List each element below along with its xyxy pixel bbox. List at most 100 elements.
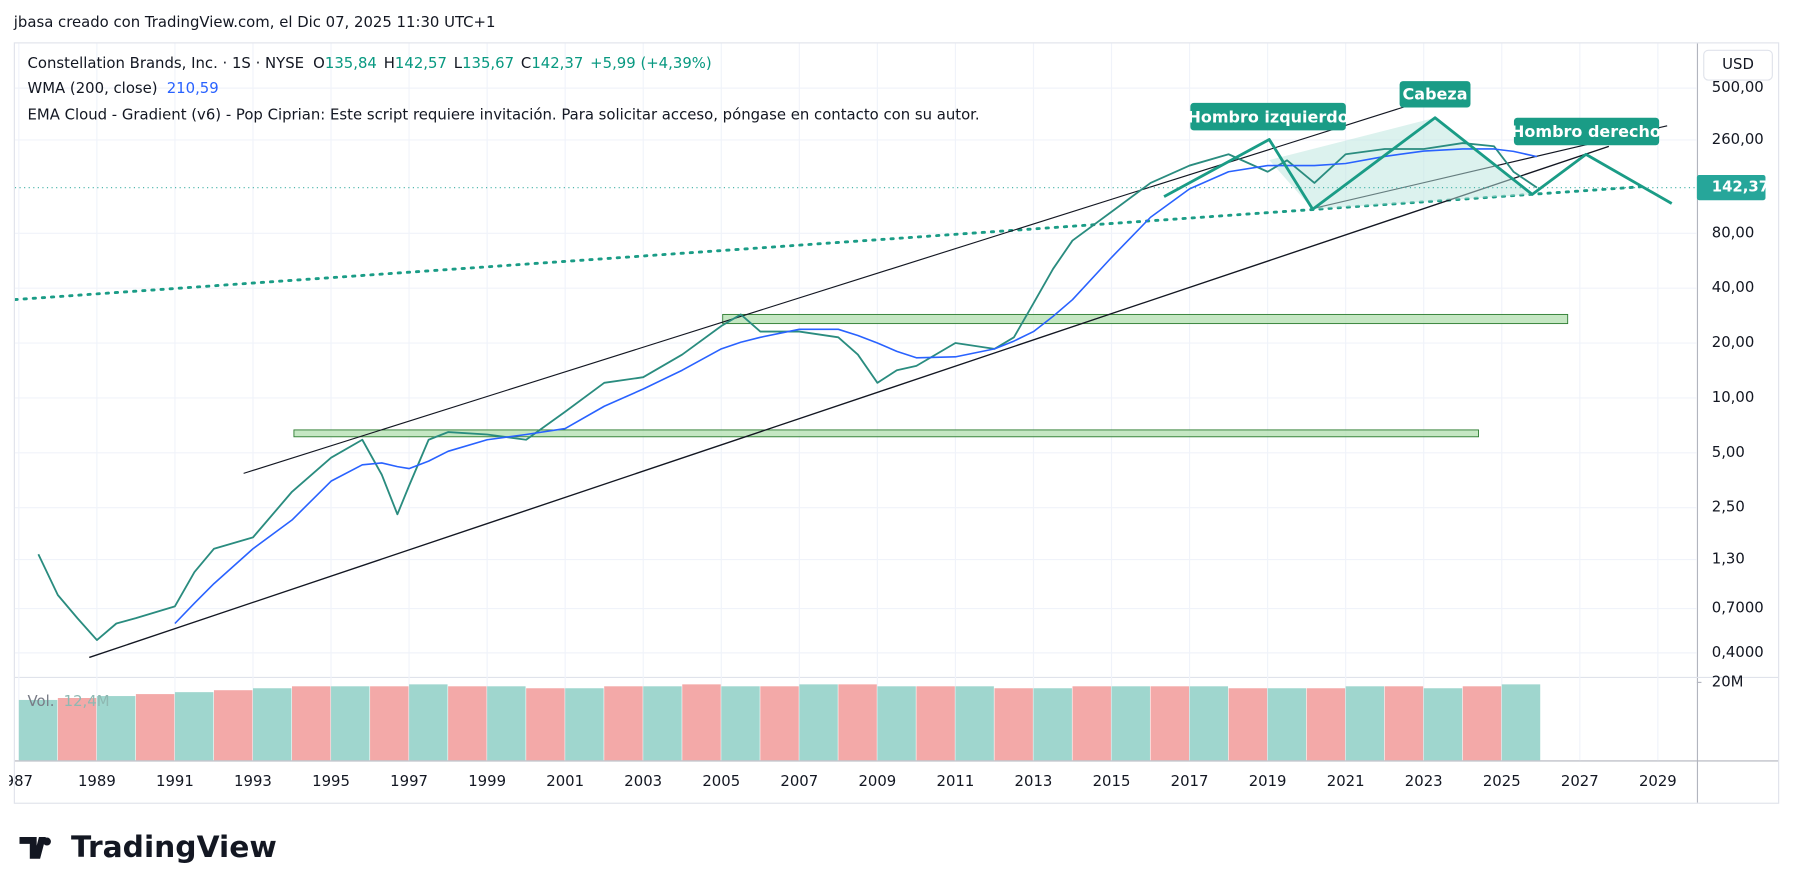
y-tick-label: 20,00 — [1712, 333, 1755, 351]
y-tick-label: 80,00 — [1712, 223, 1755, 241]
zone-rectangle — [293, 429, 1479, 438]
support-line — [14, 184, 1649, 302]
volume-bar — [994, 688, 1033, 761]
x-tick-label: 2023 — [1405, 772, 1443, 790]
volume-bar — [448, 686, 487, 761]
last-price-label: 142,37 — [1712, 178, 1769, 196]
x-tick-label: 2005 — [702, 772, 740, 790]
volume-bar — [1033, 688, 1072, 761]
volume-bar — [760, 686, 799, 761]
currency: USD — [1722, 55, 1754, 73]
volume-bar — [1150, 686, 1189, 761]
credit: jbasa creado con TradingView.com, el Dic… — [13, 13, 496, 31]
volume-label: Vol. — [28, 692, 55, 710]
y-tick-label: 0,7000 — [1712, 599, 1764, 617]
volume-bar — [213, 690, 253, 761]
indicator-value: 210,59 — [167, 79, 219, 97]
low-label: L — [454, 54, 463, 72]
annotation-box — [1513, 117, 1660, 146]
legend-row: Constellation Brands, Inc. · 1S · NYSE O1… — [28, 54, 712, 72]
change: +5,99 (+4,39%) — [590, 54, 712, 72]
logo-icon — [19, 836, 46, 859]
volume-bar — [1267, 688, 1307, 761]
volume-bar — [565, 688, 604, 761]
y-tick-label: 260,00 — [1712, 130, 1764, 148]
volume-bar — [877, 686, 916, 761]
x-tick-label: 1993 — [234, 772, 272, 790]
volume-bar — [1501, 684, 1541, 761]
volume-bar — [955, 686, 994, 761]
head-shoulders-line — [1163, 116, 1673, 211]
volume-bar — [1072, 686, 1111, 761]
volume-pane — [18, 684, 1541, 761]
y-tick-label: 2,50 — [1712, 498, 1745, 516]
volume-bar — [96, 696, 136, 761]
indicator-note: EMA Cloud - Gradient (v6) - Pop Ciprian:… — [28, 105, 980, 123]
volume-bar — [799, 684, 838, 761]
x-tick-label: 987 — [5, 772, 33, 790]
volume-bar — [18, 699, 58, 761]
pattern: Hombro izquierdo Cabeza Hombro derecho — [1163, 81, 1673, 211]
volume-bar — [409, 684, 448, 761]
symbol: Constellation Brands, Inc. · 1S · NYSE — [28, 54, 305, 72]
x-tick-label: 1989 — [78, 772, 116, 790]
x-tick-label: 2009 — [858, 772, 896, 790]
x-tick-label: 1991 — [156, 772, 194, 790]
volume-bar — [643, 686, 682, 761]
volume-bar — [1345, 686, 1385, 761]
x-tick-label: 2029 — [1639, 772, 1677, 790]
volume-bar — [292, 686, 331, 761]
x-tick-label: 2013 — [1015, 772, 1053, 790]
low: 135,67 — [462, 54, 514, 72]
axes: 0,4000 0,7000 1,30 2,50 5,00 10,00 20,00 40,00 8… — [1696, 78, 1769, 690]
price-pane — [14, 96, 1697, 659]
y-tick-label: 40,00 — [1712, 278, 1755, 296]
logo: TradingView — [19, 830, 277, 865]
volume-bar — [1189, 686, 1229, 761]
x-tick-label: 2017 — [1171, 772, 1209, 790]
x-tick-label: 2007 — [780, 772, 818, 790]
close: 142,37 — [531, 54, 583, 72]
volume-bar — [1384, 686, 1424, 761]
x-tick-label: 2019 — [1249, 772, 1287, 790]
y-tick-label: 20M — [1712, 672, 1744, 690]
annotation-box — [1190, 102, 1346, 131]
volume-legend: Vol. 12,4M — [28, 692, 110, 710]
high: 142,57 — [395, 54, 447, 72]
x-tick-label: 1995 — [312, 772, 350, 790]
volume-bar — [370, 686, 409, 761]
zone-rectangle — [722, 313, 1569, 325]
logo-text: TradingView — [71, 830, 277, 865]
y-tick-label: 5,00 — [1712, 443, 1745, 461]
volume-bar — [135, 694, 175, 761]
x-tick-label: 1997 — [390, 772, 428, 790]
volume-bar — [57, 697, 97, 761]
volume-bar — [1423, 688, 1463, 761]
y-tick-label: 0,4000 — [1712, 643, 1764, 661]
chart-frame — [13, 42, 1780, 804]
x-tick-label: 2025 — [1483, 772, 1521, 790]
x-tick-label: 2003 — [624, 772, 662, 790]
x-tick-label: 2027 — [1561, 772, 1599, 790]
x-tick-label: 2011 — [937, 772, 975, 790]
y-tick-label: 10,00 — [1712, 388, 1755, 406]
time-axis: 987 1989 1991 1993 1995 1997 1999 2001 2003 2005 2… — [5, 772, 1677, 790]
volume-bar — [838, 684, 877, 761]
open: 135,84 — [325, 54, 377, 72]
volume-bar — [916, 686, 955, 761]
close-label: C — [521, 54, 531, 72]
volume-bar — [526, 688, 565, 761]
x-tick-label: 1999 — [468, 772, 506, 790]
pattern-fill — [1269, 117, 1533, 210]
volume-bar — [252, 688, 292, 761]
volume-bar — [1462, 686, 1502, 761]
wma-line — [174, 148, 1538, 625]
volume-bar — [487, 686, 526, 761]
channel-line — [243, 96, 1436, 474]
volume-bar — [604, 686, 643, 761]
currency-box — [1703, 49, 1773, 81]
y-tick-label: 500,00 — [1712, 78, 1764, 96]
annotation-label: Hombro derecho — [1511, 122, 1661, 141]
